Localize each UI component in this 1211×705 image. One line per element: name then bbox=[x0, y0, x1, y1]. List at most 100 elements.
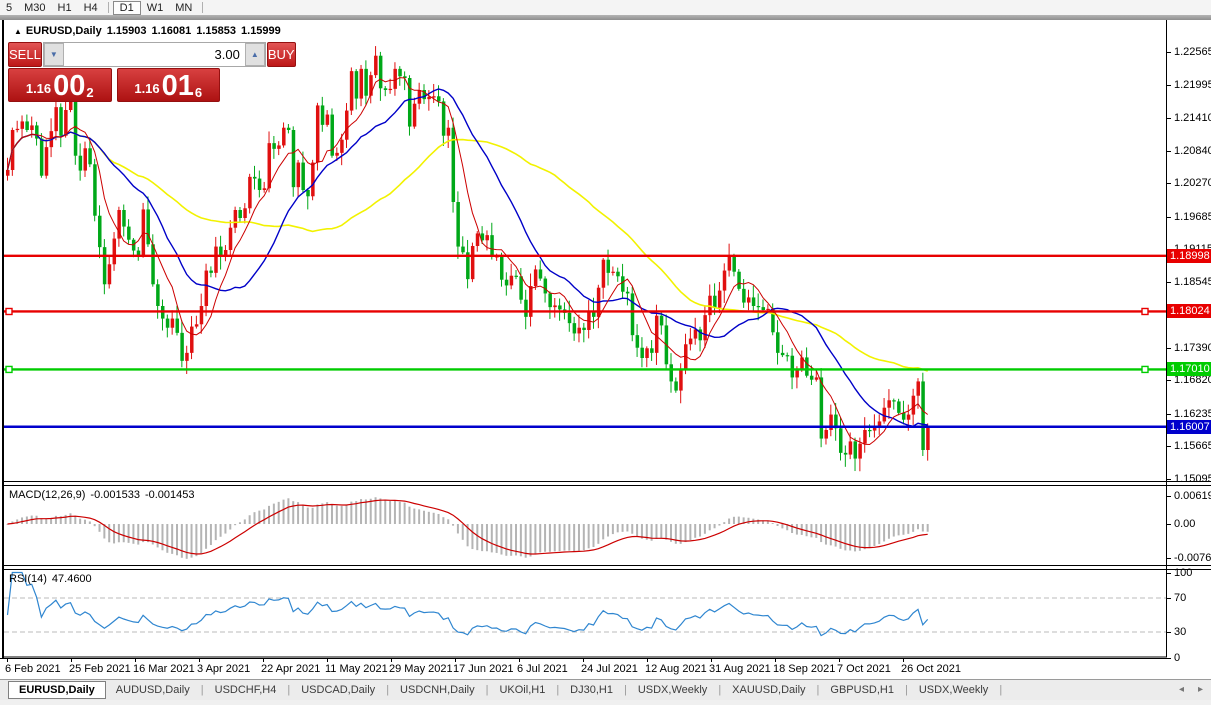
timeframe-mn[interactable]: MN bbox=[175, 1, 193, 14]
volume-stepper: ▼ ▲ bbox=[42, 42, 266, 67]
chart-tab-usdx-weekly[interactable]: USDX,Weekly bbox=[918, 684, 989, 696]
volume-input[interactable] bbox=[63, 43, 245, 66]
date-label: 6 Feb 2021 bbox=[5, 663, 61, 675]
date-label: 26 Oct 2021 bbox=[901, 663, 961, 675]
sell-price-big: 00 bbox=[53, 70, 86, 102]
price-tick: 1.19685 bbox=[1167, 210, 1211, 224]
date-label: 18 Sep 2021 bbox=[773, 663, 836, 675]
sell-price-prefix: 1.16 bbox=[25, 81, 52, 96]
price-axis: 1.22565 1.21995 1.21410 1.20840 1.20270 1.196… bbox=[1167, 20, 1211, 664]
macd-signal bbox=[7, 499, 928, 555]
chart-tab-eurusd-daily[interactable]: EURUSD,Daily bbox=[8, 681, 106, 699]
timeframe-h4[interactable]: H4 bbox=[83, 1, 98, 14]
rsi-tick: 0 bbox=[1167, 651, 1211, 665]
chart-tab-audusd-daily[interactable]: AUDUSD,Daily bbox=[115, 684, 190, 696]
buy-price-box[interactable]: 1.16 01 6 bbox=[116, 68, 220, 102]
price-tick: 1.21995 bbox=[1167, 78, 1211, 92]
rsi-label: RSI(14) 47.4600 bbox=[9, 573, 97, 585]
timeframe-m30[interactable]: M30 bbox=[24, 1, 46, 14]
chart-tab-usdcad-daily[interactable]: USDCAD,Daily bbox=[301, 684, 376, 696]
macd-value-1: -0.001533 bbox=[90, 489, 140, 501]
chart-plot-area[interactable] bbox=[4, 20, 1167, 658]
timeframe-5[interactable]: 5 bbox=[6, 1, 13, 14]
macd-tick: 0.006193 bbox=[1167, 489, 1211, 503]
rsi-tick: 30 bbox=[1167, 625, 1211, 639]
date-label: 3 Apr 2021 bbox=[197, 663, 251, 675]
price-tick: 1.16235 bbox=[1167, 407, 1211, 421]
timeframe-h1[interactable]: H1 bbox=[57, 1, 72, 14]
hline-price-label: 1.17010 bbox=[1167, 362, 1211, 377]
date-tick bbox=[391, 659, 392, 662]
bar-open: 1.15903 bbox=[106, 25, 147, 37]
chart-tab-usdchf-h4[interactable]: USDCHF,H4 bbox=[214, 684, 277, 696]
date-tick bbox=[327, 659, 328, 662]
date-tick bbox=[903, 659, 904, 662]
tab-divider: | bbox=[904, 684, 908, 696]
macd-value-2: -0.001453 bbox=[144, 489, 195, 501]
chart-tab-usdx-weekly[interactable]: USDX,Weekly bbox=[637, 684, 708, 696]
price-tick: 1.15665 bbox=[1167, 439, 1211, 453]
date-tick bbox=[775, 659, 776, 662]
toolbar-separator bbox=[0, 15, 1211, 20]
chart-title-arrow-icon[interactable]: ▲ bbox=[14, 27, 22, 36]
tab-scroll-left-icon[interactable]: ◂ bbox=[1178, 684, 1184, 695]
price-tick: 1.20270 bbox=[1167, 176, 1211, 190]
timeframe-w1[interactable]: W1 bbox=[146, 1, 164, 14]
date-label: 12 Aug 2021 bbox=[645, 663, 707, 675]
chart-tab-gbpusd-h1[interactable]: GBPUSD,H1 bbox=[830, 684, 894, 696]
sell-button[interactable]: SELL bbox=[8, 42, 42, 67]
pane-divider[interactable] bbox=[2, 481, 1211, 482]
chart-title: ▲ EURUSD,Daily 1.15903 1.16081 1.15853 1.1599… bbox=[14, 25, 281, 37]
macd-tick: -0.007621 bbox=[1167, 551, 1211, 565]
tab-divider: | bbox=[718, 684, 722, 696]
tab-divider: | bbox=[816, 684, 820, 696]
date-label: 16 Mar 2021 bbox=[133, 663, 195, 675]
buy-button[interactable]: BUY bbox=[266, 42, 296, 67]
date-label: 22 Apr 2021 bbox=[261, 663, 321, 675]
volume-down-icon[interactable]: ▼ bbox=[43, 43, 64, 66]
bar-low: 1.15853 bbox=[196, 25, 237, 37]
volume-up-icon[interactable]: ▲ bbox=[244, 43, 265, 66]
date-tick bbox=[711, 659, 712, 662]
date-tick bbox=[71, 659, 72, 662]
tab-divider: | bbox=[200, 684, 204, 696]
chart-tab-xauusd-daily[interactable]: XAUUSD,Daily bbox=[732, 684, 806, 696]
hline-price-label: 1.18024 bbox=[1167, 304, 1211, 319]
tab-divider: | bbox=[999, 684, 1003, 696]
macd-label: MACD(12,26,9) -0.001533 -0.001453 bbox=[9, 489, 200, 501]
rsi-tick: 100 bbox=[1167, 566, 1211, 580]
hline-handle[interactable] bbox=[5, 365, 13, 374]
hlines-layer[interactable] bbox=[4, 254, 1167, 428]
date-label: 17 Jun 2021 bbox=[453, 663, 514, 675]
rsi-line bbox=[6, 571, 929, 637]
pane-divider[interactable] bbox=[2, 565, 1211, 566]
date-tick bbox=[519, 659, 520, 662]
chart-tab-dj30-h1[interactable]: DJ30,H1 bbox=[570, 684, 613, 696]
price-tick: 1.15095 bbox=[1167, 472, 1211, 486]
macd-tick: 0.00 bbox=[1167, 517, 1211, 531]
tab-scroll-right-icon[interactable]: ▸ bbox=[1197, 684, 1203, 695]
chart-tab-ukoil-h1[interactable]: UKOil,H1 bbox=[499, 684, 546, 696]
hline-price-label: 1.16007 bbox=[1167, 419, 1211, 434]
macd-name: MACD(12,26,9) bbox=[9, 489, 86, 501]
buy-price-prefix: 1.16 bbox=[134, 81, 160, 96]
hline-handle[interactable] bbox=[1141, 365, 1149, 374]
sell-price-sup: 2 bbox=[86, 85, 94, 100]
date-label: 31 Aug 2021 bbox=[709, 663, 771, 675]
bar-high: 1.16081 bbox=[151, 25, 192, 37]
tab-divider: | bbox=[386, 684, 390, 696]
hline-handle[interactable] bbox=[5, 307, 13, 316]
sell-price-box[interactable]: 1.16 00 2 bbox=[8, 68, 112, 102]
tab-divider: | bbox=[556, 684, 560, 696]
date-tick bbox=[583, 659, 584, 662]
date-tick bbox=[647, 659, 648, 662]
chart-tab-usdcnh-daily[interactable]: USDCNH,Daily bbox=[400, 684, 475, 696]
pane-divider[interactable] bbox=[2, 485, 1211, 486]
hline-price-label: 1.18998 bbox=[1167, 248, 1211, 263]
pane-divider[interactable] bbox=[2, 569, 1211, 570]
timeframe-d1[interactable]: D1 bbox=[112, 0, 141, 15]
date-tick bbox=[199, 659, 200, 662]
hline-handle[interactable] bbox=[1141, 307, 1149, 316]
buy-price-sup: 6 bbox=[194, 85, 203, 100]
